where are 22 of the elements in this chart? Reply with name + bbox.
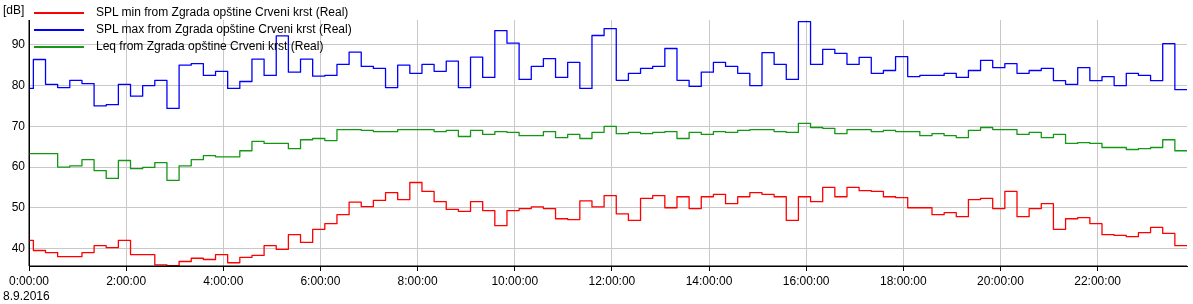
x-tick-label: 10:00:00	[491, 273, 539, 288]
y-tick-label: 40	[11, 240, 26, 255]
x-tick-label: 0:00:00	[8, 273, 50, 288]
text: 8.9.2016	[3, 289, 51, 303]
x-tick-label: 22:00:00	[1074, 273, 1122, 288]
legend-label: SPL min from Zgrada opštine Crveni krst (Real)	[95, 4, 350, 21]
legend-label: SPL max from Zgrada opštine Crveni krst (Real)	[95, 21, 353, 38]
x-tick-label: 2:00:00	[106, 273, 147, 288]
x-tick-label: 6:00:00	[300, 273, 341, 288]
x-tick-label: 16:00:00	[782, 273, 830, 288]
y-tick-label: 60	[11, 159, 26, 174]
y-tick-label: 70	[11, 118, 26, 133]
x-tick-label: 18:00:00	[879, 273, 928, 288]
y-axis-title: [dB]	[3, 3, 25, 18]
x-tick-label: 14:00:00	[685, 273, 733, 288]
x-tick-label: 4:00:00	[203, 273, 244, 288]
x-tick-label: 8:00:00	[397, 273, 438, 288]
y-tick-label: 50	[11, 200, 26, 215]
x-tick-label: 12:00:00	[588, 273, 636, 288]
x-tick-label: 20:00:00	[977, 273, 1025, 288]
y-tick-label: 90	[11, 37, 26, 52]
y-tick-label: 80	[11, 77, 26, 92]
